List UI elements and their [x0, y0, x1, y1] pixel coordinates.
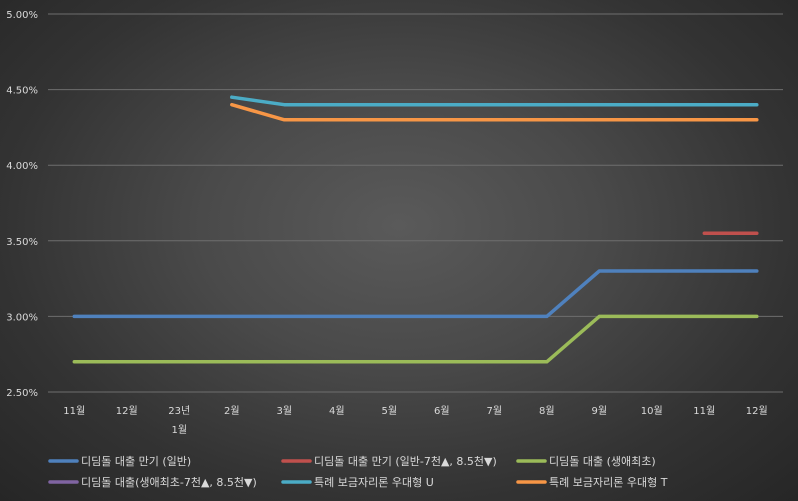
x-tick-label: 7월: [486, 405, 502, 417]
legend-label: 디딤돌 대출 만기 (일반-7천▲, 8.5천▼): [314, 454, 497, 468]
x-tick-label-line: 5월: [381, 405, 397, 417]
x-tick-label: 4월: [329, 405, 345, 417]
x-tick-label-line: 2월: [224, 405, 240, 417]
x-tick-label: 5월: [381, 405, 397, 417]
series-line: [230, 102, 759, 122]
x-tick-label-line: 8월: [539, 405, 555, 417]
x-tick-label: 2월: [224, 405, 240, 417]
legend-label: 특례 보금자리론 우대형 U: [314, 476, 434, 489]
x-tick-label: 9월: [591, 405, 607, 417]
x-tick-label-line: 11월: [63, 405, 85, 417]
legend-label: 디딤돌 대출 만기 (일반): [81, 454, 191, 468]
gridlines: [48, 13, 783, 393]
x-tick-label-line: 7월: [486, 405, 502, 417]
y-tick-label: 4.50%: [6, 86, 38, 97]
legend-entry: 특례 보금자리론 우대형 U: [281, 476, 434, 489]
x-tick-label-line: 3월: [276, 405, 292, 417]
series-line: [230, 95, 759, 107]
series-lines: [72, 95, 759, 364]
series-line: [72, 269, 759, 319]
x-tick-label-line: 23년: [168, 405, 190, 417]
x-tick-label: 12월: [116, 405, 138, 417]
legend-label: 디딤돌 대출 (생애최초): [549, 455, 656, 468]
x-tick-label: 8월: [539, 405, 555, 417]
x-tick-label: 11월: [63, 405, 85, 417]
x-tick-label: 10월: [641, 405, 663, 417]
x-tick-label-line: 12월: [746, 405, 768, 417]
legend: 디딤돌 대출 만기 (일반) 디딤돌 대출 만기 (일반-7천▲, 8.5천▼) 디…: [48, 454, 668, 489]
y-tick-label: 3.50%: [6, 237, 38, 248]
y-tick-label: 2.50%: [6, 388, 38, 399]
x-axis: 11월 12월 23년 1월 2월 3월 4월 5월 6월 7월 8월 9월 10월 11월 12월: [63, 405, 767, 436]
y-axis: 2.50% 3.00% 3.50% 4.00% 4.50% 5.00%: [6, 10, 38, 399]
x-tick-label: 3월: [276, 405, 292, 417]
legend-label: 디딤돌 대출(생애최초-7천▲, 8.5천▼): [81, 475, 257, 489]
x-tick-label: 6월: [434, 405, 450, 417]
legend-entry: 디딤돌 대출 만기 (일반-7천▲, 8.5천▼): [281, 454, 497, 468]
x-tick-label-line: 1월: [171, 424, 187, 436]
legend-entry: 디딤돌 대출 (생애최초): [516, 455, 656, 468]
x-tick-label: 23년 1월: [168, 405, 190, 436]
legend-label: 특례 보금자리론 우대형 T: [549, 476, 668, 489]
legend-entry: 특례 보금자리론 우대형 T: [516, 476, 668, 489]
y-tick-label: 5.00%: [6, 10, 38, 21]
y-tick-label: 4.00%: [6, 161, 38, 172]
series-line: [72, 314, 759, 364]
x-tick-label-line: 6월: [434, 405, 450, 417]
legend-entry: 디딤돌 대출(생애최초-7천▲, 8.5천▼): [48, 475, 257, 489]
x-tick-label-line: 4월: [329, 405, 345, 417]
x-tick-label-line: 12월: [116, 405, 138, 417]
x-tick-label-line: 11월: [693, 405, 715, 417]
y-tick-label: 3.00%: [6, 312, 38, 323]
x-tick-label: 11월: [693, 405, 715, 417]
legend-entry: 디딤돌 대출 만기 (일반): [48, 454, 191, 468]
x-tick-label-line: 9월: [591, 405, 607, 417]
x-tick-label-line: 10월: [641, 405, 663, 417]
x-tick-label: 12월: [746, 405, 768, 417]
